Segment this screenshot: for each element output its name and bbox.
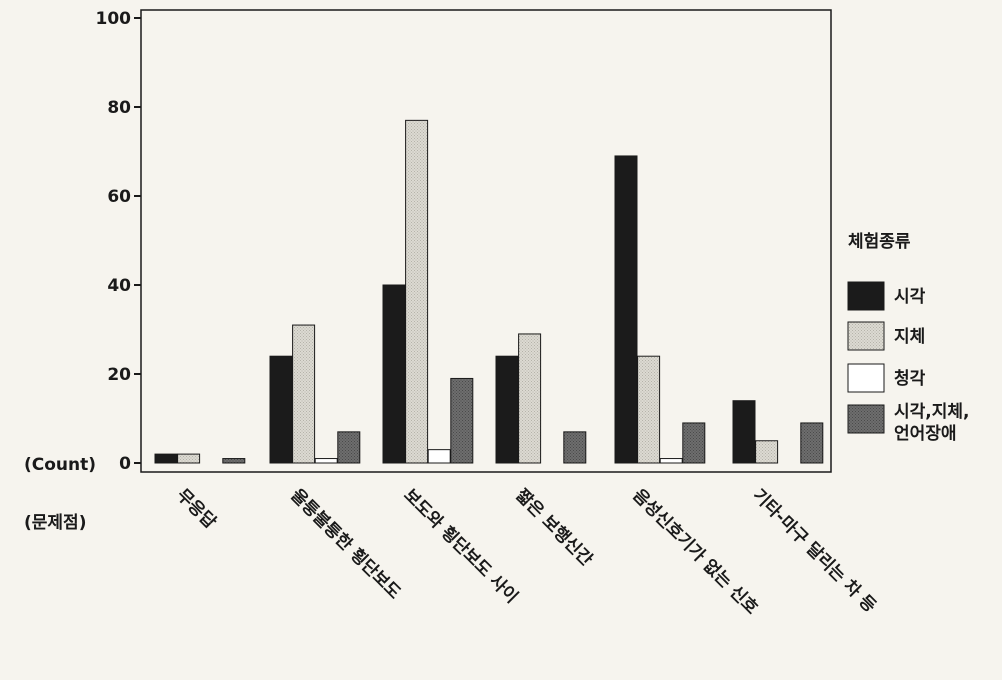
- x-tick-label: 음성신호기가 없는 신호: [628, 485, 761, 618]
- x-tick-label: 기타-마구 달리는 차 등: [748, 485, 880, 617]
- bar: [405, 119, 429, 464]
- bar: [755, 440, 779, 464]
- plot-frame: [140, 9, 832, 473]
- bar: [382, 284, 406, 464]
- y-tick-label: 40: [107, 276, 131, 296]
- y-tick-label: 100: [96, 9, 132, 29]
- y-tick-label: 80: [107, 98, 131, 118]
- x-tick-label: 울퉁불퉁한 횡단보도: [286, 485, 404, 603]
- y-axis-label: (Count): [24, 455, 96, 475]
- bar: [518, 333, 542, 464]
- legend-swatch: [847, 281, 885, 311]
- bar: [337, 431, 361, 464]
- y-tick-label: 20: [107, 365, 131, 385]
- bar-area: [154, 119, 824, 464]
- legend-label: 시각,지체, 언어장애: [894, 402, 969, 444]
- legend-label: 지체: [894, 327, 925, 347]
- bar: [222, 458, 246, 464]
- legend-label: 청각: [894, 368, 926, 389]
- legend-swatch: [847, 363, 885, 393]
- bar: [637, 355, 661, 464]
- legend-swatch: [847, 321, 885, 351]
- bar: [314, 458, 338, 464]
- bar: [659, 458, 683, 464]
- legend-label: 시각: [894, 287, 926, 307]
- bar: [682, 422, 706, 464]
- x-tick-label: 무응답: [172, 485, 220, 533]
- y-tick-label: 0: [119, 454, 131, 474]
- bar: [427, 449, 451, 464]
- x-tick-label: 짧은 보행신간: [511, 485, 597, 571]
- bar: [732, 400, 756, 464]
- bar: [450, 377, 474, 464]
- legend-title: 체험종류: [848, 231, 911, 252]
- y-tick-label: 60: [107, 187, 131, 207]
- y-axis: 0 20 40 60 80 100: [96, 9, 141, 474]
- bar: [614, 155, 638, 464]
- bar: [177, 453, 201, 464]
- bar: [495, 355, 519, 464]
- legend-swatch: [847, 404, 885, 434]
- bar: [292, 324, 316, 464]
- x-axis-label: (문제점): [24, 513, 86, 533]
- bar: [563, 431, 587, 464]
- bar: [800, 422, 824, 464]
- bar: [154, 453, 178, 464]
- x-tick-label: 보도와 횡단보도 사이: [399, 485, 521, 607]
- bar: [269, 355, 293, 464]
